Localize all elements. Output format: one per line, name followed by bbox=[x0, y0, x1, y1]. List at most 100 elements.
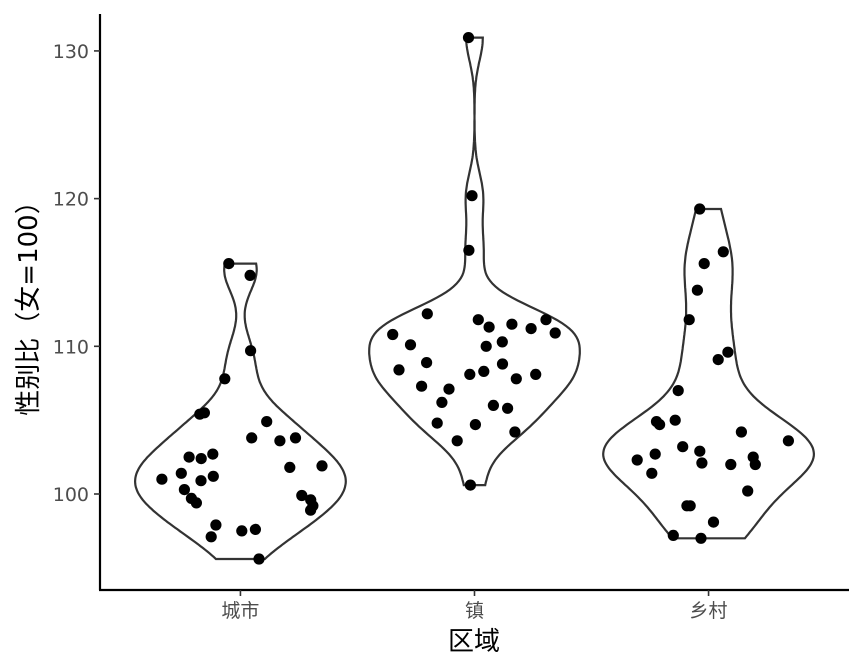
data-point bbox=[694, 203, 706, 215]
data-point bbox=[289, 432, 302, 444]
data-point bbox=[219, 373, 231, 385]
y-axis-ticks: 100 110 120 130 bbox=[53, 41, 100, 506]
data-point bbox=[696, 457, 708, 469]
x-tick-label: 城市 bbox=[221, 600, 259, 622]
data-point bbox=[253, 553, 265, 565]
data-point bbox=[691, 284, 704, 296]
data-point bbox=[451, 435, 463, 447]
data-point bbox=[672, 385, 684, 397]
data-point bbox=[305, 504, 317, 516]
data-point bbox=[195, 475, 207, 487]
y-tick-label: 100 bbox=[53, 484, 89, 506]
data-point bbox=[205, 531, 217, 543]
data-point bbox=[646, 467, 658, 479]
data-point bbox=[316, 460, 328, 472]
y-tick-label: 120 bbox=[53, 189, 89, 211]
data-point bbox=[712, 354, 724, 366]
data-point bbox=[677, 441, 689, 453]
data-point bbox=[249, 523, 261, 536]
data-point bbox=[496, 336, 508, 348]
data-point bbox=[707, 516, 720, 528]
violin-3 bbox=[602, 207, 816, 540]
data-point bbox=[190, 497, 202, 509]
data-point bbox=[649, 448, 661, 460]
data-point bbox=[464, 368, 476, 380]
data-point bbox=[549, 327, 561, 339]
data-point bbox=[525, 323, 537, 335]
data-point bbox=[684, 500, 696, 512]
x-tick-label: 镇 bbox=[465, 600, 484, 622]
data-point bbox=[530, 368, 542, 380]
data-point bbox=[246, 432, 258, 444]
data-point bbox=[510, 373, 522, 385]
data-point bbox=[540, 314, 552, 326]
data-point bbox=[725, 458, 737, 471]
data-point bbox=[210, 519, 222, 531]
data-point bbox=[509, 426, 521, 438]
data-point bbox=[175, 467, 187, 479]
data-point bbox=[669, 414, 681, 426]
data-point bbox=[156, 473, 168, 485]
data-point bbox=[735, 426, 748, 438]
data-point bbox=[722, 346, 734, 358]
data-point bbox=[195, 453, 207, 465]
data-point bbox=[198, 407, 210, 419]
data-point bbox=[245, 345, 257, 357]
data-point bbox=[393, 364, 405, 376]
data-point bbox=[631, 454, 643, 466]
data-point bbox=[502, 402, 514, 414]
data-point bbox=[650, 416, 663, 428]
data-point bbox=[223, 258, 235, 270]
data-point bbox=[683, 314, 695, 326]
data-point bbox=[183, 451, 195, 463]
data-point bbox=[244, 269, 256, 281]
data-point bbox=[178, 484, 190, 496]
data-point bbox=[695, 532, 707, 544]
data-point bbox=[464, 479, 476, 491]
data-point bbox=[462, 31, 475, 44]
data-point bbox=[421, 308, 433, 320]
data-point bbox=[404, 339, 417, 351]
data-point bbox=[487, 399, 499, 411]
data-point bbox=[274, 435, 286, 447]
data-point bbox=[480, 340, 492, 352]
violin-2 bbox=[368, 36, 581, 487]
data-point bbox=[483, 321, 495, 333]
y-tick-label: 110 bbox=[53, 336, 89, 358]
data-point bbox=[416, 380, 428, 392]
x-axis-title: 区域 bbox=[448, 627, 500, 657]
data-point bbox=[506, 318, 518, 330]
data-point bbox=[207, 470, 219, 482]
x-tick-label: 乡村 bbox=[690, 600, 728, 622]
data-point bbox=[698, 258, 710, 270]
data-point bbox=[742, 485, 754, 497]
data-point bbox=[472, 314, 484, 326]
y-axis-title: 性别比（女=100） bbox=[14, 188, 44, 415]
data-point bbox=[431, 417, 443, 429]
data-point bbox=[207, 448, 219, 460]
data-point bbox=[284, 461, 296, 473]
data-point bbox=[436, 396, 448, 408]
data-point bbox=[694, 445, 706, 457]
data-point bbox=[296, 489, 308, 502]
data-point bbox=[443, 383, 455, 395]
data-point bbox=[469, 419, 481, 431]
data-point bbox=[717, 246, 729, 258]
data-point bbox=[478, 365, 490, 377]
data-point bbox=[463, 244, 475, 256]
violins bbox=[133, 36, 816, 561]
data-point bbox=[466, 190, 478, 202]
data-point bbox=[421, 357, 433, 369]
data-points bbox=[156, 31, 795, 565]
violin-1 bbox=[133, 262, 347, 561]
data-point bbox=[496, 358, 509, 370]
data-point bbox=[236, 525, 248, 537]
data-point bbox=[667, 529, 679, 542]
y-tick-label: 130 bbox=[53, 41, 89, 63]
data-point bbox=[749, 458, 761, 471]
data-point bbox=[782, 435, 795, 447]
data-point bbox=[387, 328, 399, 341]
x-axis-ticks: 城市 镇 乡村 bbox=[221, 590, 728, 622]
data-point bbox=[261, 416, 273, 428]
